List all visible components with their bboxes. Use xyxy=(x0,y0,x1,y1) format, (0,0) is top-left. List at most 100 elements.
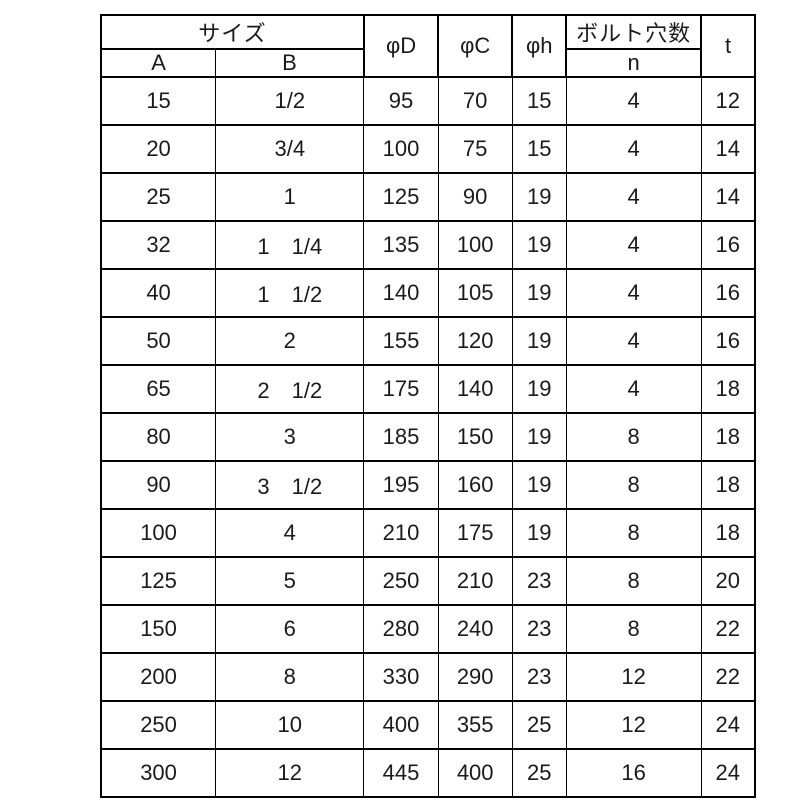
table-row: 2511259019414 xyxy=(101,173,755,221)
cell-A: 65 xyxy=(101,365,216,413)
cell-phih: 25 xyxy=(512,749,566,797)
cell-A: 25 xyxy=(101,173,216,221)
cell-phih: 19 xyxy=(512,509,566,557)
cell-phih: 25 xyxy=(512,701,566,749)
table-row: 321 1/413510019416 xyxy=(101,221,755,269)
cell-n: 8 xyxy=(566,461,701,509)
cell-A: 20 xyxy=(101,125,216,173)
cell-A: 250 xyxy=(101,701,216,749)
cell-phiD: 155 xyxy=(364,317,438,365)
cell-t: 24 xyxy=(701,701,755,749)
cell-t: 16 xyxy=(701,317,755,365)
table-row: 50215512019416 xyxy=(101,317,755,365)
cell-phiC: 75 xyxy=(438,125,512,173)
cell-B: 3/4 xyxy=(216,125,364,173)
cell-A: 90 xyxy=(101,461,216,509)
table-body: 151/2957015412203/4100751541425112590194… xyxy=(101,77,755,797)
cell-phiD: 185 xyxy=(364,413,438,461)
cell-phih: 19 xyxy=(512,461,566,509)
cell-n: 4 xyxy=(566,77,701,125)
cell-n: 4 xyxy=(566,317,701,365)
cell-phiC: 160 xyxy=(438,461,512,509)
cell-B: 4 xyxy=(216,509,364,557)
cell-phiC: 290 xyxy=(438,653,512,701)
cell-B: 3 xyxy=(216,413,364,461)
cell-n: 12 xyxy=(566,653,701,701)
cell-phiC: 70 xyxy=(438,77,512,125)
cell-phiC: 400 xyxy=(438,749,512,797)
cell-phiD: 95 xyxy=(364,77,438,125)
cell-t: 14 xyxy=(701,125,755,173)
cell-phiD: 135 xyxy=(364,221,438,269)
cell-phih: 19 xyxy=(512,413,566,461)
cell-A: 40 xyxy=(101,269,216,317)
cell-phiC: 100 xyxy=(438,221,512,269)
table-row: 80318515019818 xyxy=(101,413,755,461)
cell-t: 18 xyxy=(701,365,755,413)
cell-phiD: 330 xyxy=(364,653,438,701)
cell-phiC: 105 xyxy=(438,269,512,317)
cell-B: 2 1/2 xyxy=(216,365,364,413)
cell-B: 10 xyxy=(216,701,364,749)
cell-t: 20 xyxy=(701,557,755,605)
cell-phiD: 400 xyxy=(364,701,438,749)
cell-B: 12 xyxy=(216,749,364,797)
cell-B: 6 xyxy=(216,605,364,653)
cell-n: 4 xyxy=(566,221,701,269)
cell-t: 22 xyxy=(701,605,755,653)
cell-phiD: 280 xyxy=(364,605,438,653)
header-B: B xyxy=(216,49,364,77)
cell-phiD: 210 xyxy=(364,509,438,557)
cell-phiC: 355 xyxy=(438,701,512,749)
cell-phih: 19 xyxy=(512,269,566,317)
table-row: 125525021023820 xyxy=(101,557,755,605)
cell-phih: 19 xyxy=(512,365,566,413)
header-phiD: φD xyxy=(364,15,438,77)
cell-t: 12 xyxy=(701,77,755,125)
cell-phiC: 120 xyxy=(438,317,512,365)
cell-B: 1 1/4 xyxy=(216,221,364,269)
cell-n: 16 xyxy=(566,749,701,797)
cell-t: 18 xyxy=(701,461,755,509)
cell-phiD: 125 xyxy=(364,173,438,221)
cell-phiC: 90 xyxy=(438,173,512,221)
cell-t: 22 xyxy=(701,653,755,701)
cell-phih: 23 xyxy=(512,605,566,653)
cell-A: 150 xyxy=(101,605,216,653)
table-row: 151/2957015412 xyxy=(101,77,755,125)
table-row: 100421017519818 xyxy=(101,509,755,557)
cell-A: 100 xyxy=(101,509,216,557)
header-bolt-holes: ボルト穴数 xyxy=(566,15,701,49)
cell-n: 4 xyxy=(566,173,701,221)
header-phiC: φC xyxy=(438,15,512,77)
cell-phih: 23 xyxy=(512,653,566,701)
cell-phih: 15 xyxy=(512,125,566,173)
cell-A: 32 xyxy=(101,221,216,269)
cell-phiD: 100 xyxy=(364,125,438,173)
cell-n: 4 xyxy=(566,269,701,317)
table-row: 401 1/214010519416 xyxy=(101,269,755,317)
cell-t: 24 xyxy=(701,749,755,797)
cell-B: 3 1/2 xyxy=(216,461,364,509)
cell-t: 14 xyxy=(701,173,755,221)
cell-phiD: 140 xyxy=(364,269,438,317)
cell-B: 2 xyxy=(216,317,364,365)
cell-n: 8 xyxy=(566,509,701,557)
cell-phiC: 210 xyxy=(438,557,512,605)
cell-phih: 15 xyxy=(512,77,566,125)
header-A: A xyxy=(101,49,216,77)
cell-B: 1 1/2 xyxy=(216,269,364,317)
table-row: 203/41007515414 xyxy=(101,125,755,173)
cell-A: 125 xyxy=(101,557,216,605)
cell-t: 16 xyxy=(701,269,755,317)
flange-spec-table: サイズ φD φC φh ボルト穴数 t A B n 151/295701541… xyxy=(100,14,756,798)
cell-A: 300 xyxy=(101,749,216,797)
cell-phih: 23 xyxy=(512,557,566,605)
cell-A: 15 xyxy=(101,77,216,125)
cell-n: 4 xyxy=(566,365,701,413)
cell-A: 200 xyxy=(101,653,216,701)
cell-A: 50 xyxy=(101,317,216,365)
cell-phih: 19 xyxy=(512,317,566,365)
cell-t: 18 xyxy=(701,413,755,461)
page: サイズ φD φC φh ボルト穴数 t A B n 151/295701541… xyxy=(0,0,800,800)
